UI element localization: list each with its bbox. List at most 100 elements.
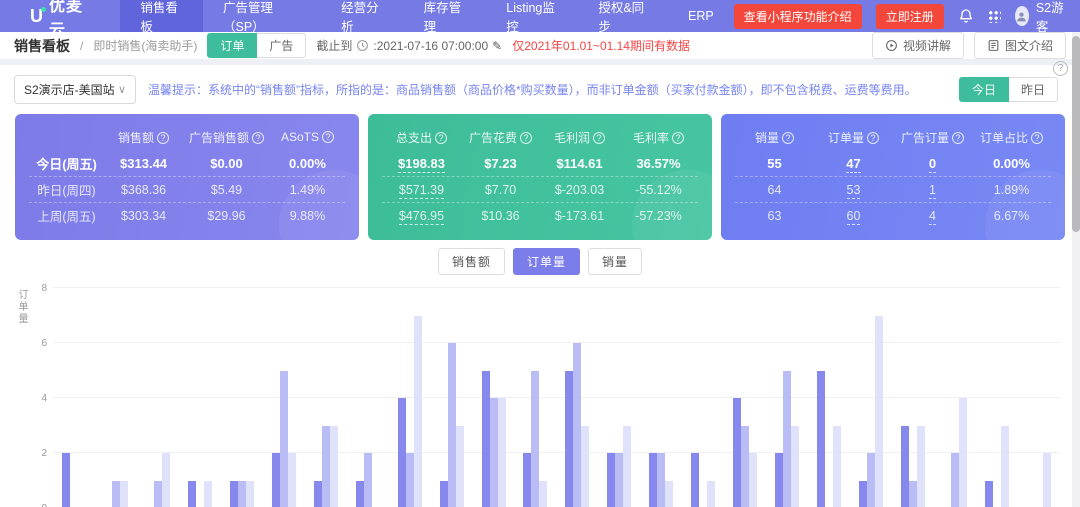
metric-value-link[interactable]: 60 bbox=[846, 208, 861, 225]
bar-上周[interactable] bbox=[707, 480, 716, 507]
nav-item-4[interactable]: Listing监控 bbox=[506, 1, 555, 34]
bar-上周[interactable] bbox=[875, 315, 884, 507]
bar-昨日[interactable] bbox=[657, 453, 666, 507]
bell-icon[interactable] bbox=[958, 7, 974, 25]
bar-昨日[interactable] bbox=[531, 370, 540, 507]
help-icon[interactable]: ? bbox=[252, 131, 264, 144]
chart-tab-0[interactable]: 销售额 bbox=[437, 248, 505, 275]
nav-item-3[interactable]: 库存管理 bbox=[423, 1, 462, 34]
help-icon[interactable]: ? bbox=[520, 131, 532, 144]
bar-上周[interactable] bbox=[245, 480, 254, 507]
bar-今日[interactable] bbox=[565, 370, 574, 507]
toggle-orders-button[interactable]: 订单 bbox=[207, 33, 258, 58]
store-select[interactable]: S2演示店-美国站 ∨ bbox=[14, 75, 136, 104]
bar-今日[interactable] bbox=[397, 398, 406, 507]
bar-昨日[interactable] bbox=[950, 453, 959, 507]
help-icon[interactable]: ? bbox=[867, 131, 879, 144]
doc-guide-button[interactable]: 图文介绍 bbox=[973, 32, 1066, 59]
bar-今日[interactable] bbox=[229, 480, 238, 507]
app-logo[interactable]: U 优麦云 bbox=[0, 0, 120, 40]
help-icon[interactable]: ? bbox=[1031, 131, 1043, 144]
nav-item-1[interactable]: 广告管理（SP） bbox=[222, 1, 273, 34]
bar-昨日[interactable] bbox=[573, 343, 582, 507]
bar-上周[interactable] bbox=[287, 453, 296, 507]
bar-今日[interactable] bbox=[775, 453, 784, 507]
bar-上周[interactable] bbox=[749, 453, 758, 507]
apps-grid-icon[interactable] bbox=[987, 7, 1001, 25]
yesterday-button[interactable]: 昨日 bbox=[1008, 77, 1058, 102]
nav-item-6[interactable]: ERP bbox=[688, 9, 714, 23]
bar-昨日[interactable] bbox=[153, 480, 162, 507]
edit-icon[interactable]: ✎ bbox=[492, 38, 503, 53]
bar-今日[interactable] bbox=[481, 370, 490, 507]
help-icon[interactable]: ? bbox=[321, 131, 334, 143]
bar-昨日[interactable] bbox=[321, 425, 330, 507]
bar-今日[interactable] bbox=[984, 480, 993, 507]
bar-昨日[interactable] bbox=[447, 343, 456, 507]
bar-上周[interactable] bbox=[623, 425, 632, 507]
register-button[interactable]: 立即注册 bbox=[875, 3, 944, 29]
bar-今日[interactable] bbox=[733, 398, 742, 507]
chart-tab-1[interactable]: 订单量 bbox=[512, 248, 580, 275]
bar-上周[interactable] bbox=[1000, 425, 1009, 507]
help-icon[interactable]: ? bbox=[672, 131, 684, 144]
chart-tab-2[interactable]: 销量 bbox=[588, 248, 643, 275]
help-icon[interactable]: ? bbox=[157, 131, 170, 144]
bar-今日[interactable] bbox=[313, 480, 322, 507]
bar-今日[interactable] bbox=[355, 480, 364, 507]
metric-value-link[interactable]: 47 bbox=[846, 155, 861, 173]
bar-昨日[interactable] bbox=[867, 453, 876, 507]
metric-value-link[interactable]: 53 bbox=[846, 182, 861, 199]
bar-上周[interactable] bbox=[203, 480, 212, 507]
bar-今日[interactable] bbox=[691, 453, 700, 507]
bar-今日[interactable] bbox=[607, 453, 616, 507]
bar-上周[interactable] bbox=[791, 425, 800, 507]
bar-上周[interactable] bbox=[833, 425, 842, 507]
bar-昨日[interactable] bbox=[909, 480, 918, 507]
bar-上周[interactable] bbox=[413, 315, 422, 507]
metric-value-link[interactable]: $476.95 bbox=[398, 208, 445, 225]
bar-昨日[interactable] bbox=[279, 370, 288, 507]
nav-item-5[interactable]: 授权&同步 bbox=[598, 1, 645, 34]
bar-今日[interactable] bbox=[649, 453, 658, 507]
metric-value-link[interactable]: $198.83 bbox=[398, 155, 445, 173]
bar-今日[interactable] bbox=[523, 453, 532, 507]
user-menu[interactable]: S2游客 bbox=[1014, 0, 1064, 35]
bar-上周[interactable] bbox=[581, 425, 590, 507]
bar-昨日[interactable] bbox=[741, 425, 750, 507]
metric-value-link[interactable]: 1 bbox=[929, 182, 936, 199]
bar-上周[interactable] bbox=[958, 398, 967, 507]
metric-value-link[interactable]: 4 bbox=[929, 208, 936, 225]
nav-item-2[interactable]: 经营分析 bbox=[341, 1, 379, 34]
bar-今日[interactable] bbox=[271, 453, 280, 507]
miniprogram-promo-button[interactable]: 查看小程序功能介绍 bbox=[733, 3, 862, 29]
bar-上周[interactable] bbox=[161, 453, 170, 507]
bar-上周[interactable] bbox=[119, 480, 128, 507]
scrollbar-thumb[interactable] bbox=[1072, 36, 1080, 232]
video-guide-button[interactable]: 视频讲解 bbox=[871, 32, 964, 59]
bar-上周[interactable] bbox=[665, 480, 674, 507]
bar-昨日[interactable] bbox=[363, 453, 372, 507]
bar-今日[interactable] bbox=[187, 480, 196, 507]
bar-今日[interactable] bbox=[817, 370, 826, 507]
bar-上周[interactable] bbox=[455, 425, 464, 507]
metric-value-link[interactable]: 0 bbox=[928, 155, 937, 173]
toggle-ads-button[interactable]: 广告 bbox=[257, 33, 307, 58]
bar-上周[interactable] bbox=[497, 398, 506, 507]
bar-上周[interactable] bbox=[329, 425, 338, 507]
help-icon[interactable]: ? bbox=[782, 131, 794, 144]
bar-昨日[interactable] bbox=[111, 480, 120, 507]
bar-今日[interactable] bbox=[439, 480, 448, 507]
bar-今日[interactable] bbox=[901, 425, 910, 507]
bar-今日[interactable] bbox=[859, 480, 868, 507]
bar-昨日[interactable] bbox=[783, 370, 792, 507]
bar-上周[interactable] bbox=[539, 480, 548, 507]
bar-昨日[interactable] bbox=[405, 453, 414, 507]
today-button[interactable]: 今日 bbox=[958, 77, 1009, 102]
metric-value-link[interactable]: $571.39 bbox=[398, 182, 445, 199]
help-icon[interactable]: ? bbox=[952, 131, 964, 144]
help-icon[interactable]: ? bbox=[593, 131, 605, 144]
bar-昨日[interactable] bbox=[489, 398, 498, 507]
bar-上周[interactable] bbox=[917, 425, 926, 507]
bar-今日[interactable] bbox=[61, 453, 70, 507]
